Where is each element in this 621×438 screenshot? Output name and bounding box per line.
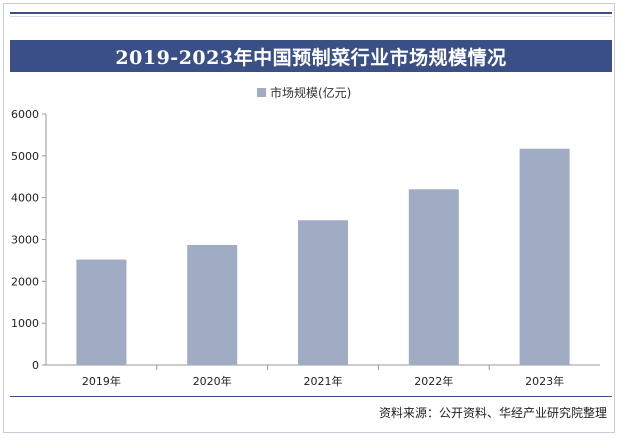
y-tick-label: 3000: [11, 234, 39, 247]
top-rule: [10, 12, 612, 14]
legend-swatch: [257, 88, 266, 97]
bar: [519, 148, 570, 365]
bar: [76, 259, 127, 365]
x-tick-label: 2021年: [304, 374, 343, 388]
source-note: 资料来源：公开资料、华经产业研究院整理: [378, 406, 607, 420]
bar: [408, 189, 459, 365]
y-tick-label: 1000: [11, 317, 39, 330]
top-rule-light: [10, 16, 612, 17]
bar: [187, 244, 238, 365]
legend: 市场规模(亿元): [257, 85, 351, 100]
bar: [298, 220, 348, 365]
bars: [76, 148, 570, 365]
y-tick-label: 5000: [11, 150, 39, 163]
x-tick-label: 2019年: [82, 374, 121, 388]
legend-label: 市场规模(亿元): [270, 85, 351, 100]
y-tick-label: 4000: [11, 192, 39, 205]
x-tick-label: 2023年: [525, 374, 564, 388]
y-tick-label: 2000: [11, 275, 39, 288]
chart-title: 2019-2023年中国预制菜行业市场规模情况: [10, 40, 612, 72]
x-tick-label: 2022年: [414, 374, 453, 388]
x-tick-label: 2020年: [193, 374, 232, 388]
y-tick-label: 0: [32, 359, 39, 372]
y-tick-label: 6000: [11, 108, 39, 121]
bottom-rule: [10, 396, 612, 397]
